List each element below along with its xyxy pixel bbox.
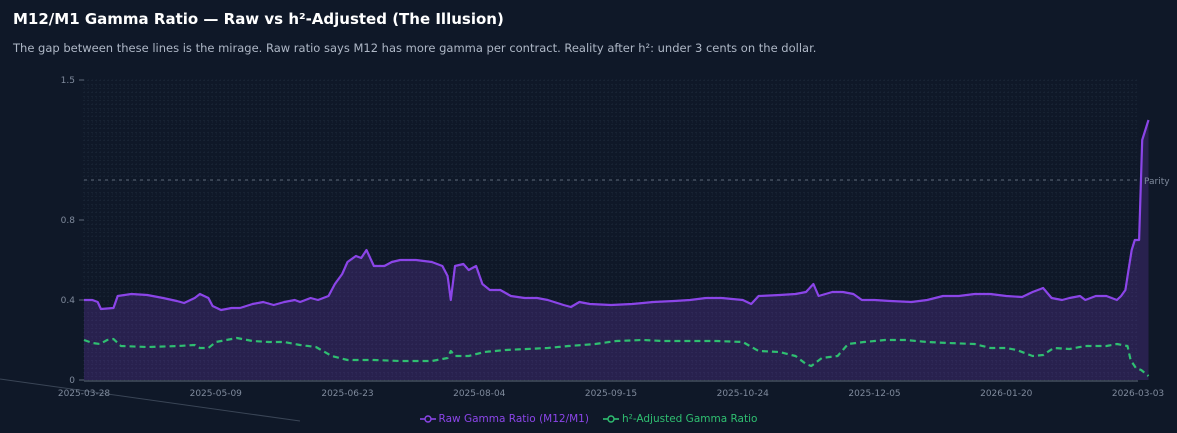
x-tick-label: 2025-03-28 (58, 389, 111, 399)
series-line-0 (84, 119, 1150, 312)
x-tick-label: 2026-01-20 (980, 389, 1033, 399)
y-tick-label: 0.8 (61, 216, 76, 226)
legend-label: Raw Gamma Ratio (M12/M1) (438, 413, 589, 425)
x-tick-label: 2025-10-24 (717, 389, 770, 399)
x-tick-label: 2025-08-04 (453, 389, 506, 399)
decorative-diagonal-line (0, 378, 301, 422)
series-fill-0 (84, 120, 1149, 380)
legend-label: h²-Adjusted Gamma Ratio (621, 413, 758, 425)
parity-label: Parity (1144, 177, 1170, 187)
chart-title: M12/M1 Gamma Ratio — Raw vs h²-Adjusted … (13, 10, 504, 28)
chart-legend: Raw Gamma Ratio (M12/M1) h²-Adjusted Gam… (0, 413, 1177, 425)
x-tick-label: 2025-09-15 (585, 389, 637, 399)
legend-swatch (419, 415, 436, 423)
legend-item-0[interactable]: Raw Gamma Ratio (M12/M1) (419, 413, 589, 425)
chart-subtitle: The gap between these lines is the mirag… (13, 41, 817, 55)
y-tick-label: 0 (69, 376, 75, 386)
legend-item-1[interactable]: h²-Adjusted Gamma Ratio (602, 413, 758, 425)
x-tick-label: 2026-03-03 (1112, 389, 1164, 399)
x-tick-label: 2025-06-23 (321, 389, 373, 399)
y-tick-label: 0.4 (61, 296, 76, 306)
series-line-1 (83, 336, 1150, 377)
legend-swatch (602, 415, 619, 423)
x-tick-label: 2025-12-05 (848, 389, 900, 399)
y-tick-label: 1.5 (61, 76, 75, 86)
x-tick-label: 2025-05-09 (190, 389, 243, 399)
